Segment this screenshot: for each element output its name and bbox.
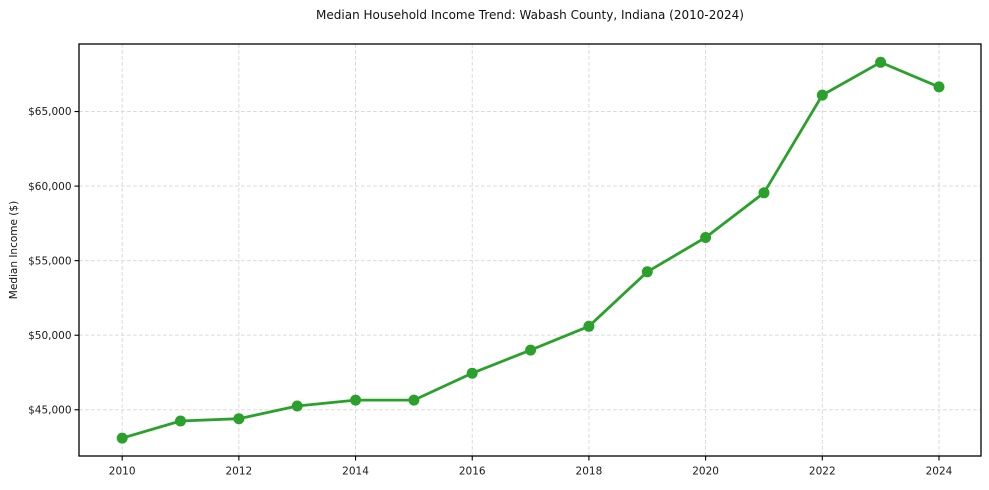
- data-point-2017: [525, 344, 537, 356]
- data-point-2018: [583, 320, 595, 332]
- data-point-2011: [175, 415, 186, 427]
- x-tick-label: 2022: [809, 466, 836, 478]
- data-point-2019: [641, 266, 653, 278]
- data-point-2015: [408, 394, 420, 406]
- plot-border: [78, 43, 982, 457]
- data-point-2012: [233, 413, 245, 425]
- data-point-2014: [350, 394, 362, 406]
- x-tick-label: 2014: [342, 466, 369, 478]
- trend-line: [120, 60, 941, 440]
- x-tick-label: 2012: [225, 466, 252, 478]
- x-tick-label: 2010: [109, 466, 136, 478]
- y-tick-label: $50,000: [28, 330, 71, 342]
- data-point-2021: [758, 187, 770, 199]
- data-point-2022: [816, 89, 828, 101]
- y-tick-label: $55,000: [28, 255, 71, 267]
- x-tick-label: 2020: [692, 466, 719, 478]
- data-point-2023: [875, 56, 887, 68]
- x-tick-label: 2024: [926, 466, 953, 478]
- data-point-2024: [933, 81, 945, 93]
- y-tick-label: $45,000: [28, 404, 71, 416]
- data-point-2020: [700, 232, 712, 243]
- y-tick-label: $60,000: [28, 181, 71, 193]
- x-tick-label: 2018: [576, 466, 603, 478]
- data-point-2013: [291, 400, 303, 412]
- data-point-2016: [466, 367, 478, 379]
- data-point-2010: [116, 432, 128, 444]
- chart-title: Median Household Income Trend: Wabash Co…: [316, 8, 744, 22]
- x-tick-label: 2016: [459, 466, 486, 478]
- y-tick-label: $65,000: [28, 106, 71, 118]
